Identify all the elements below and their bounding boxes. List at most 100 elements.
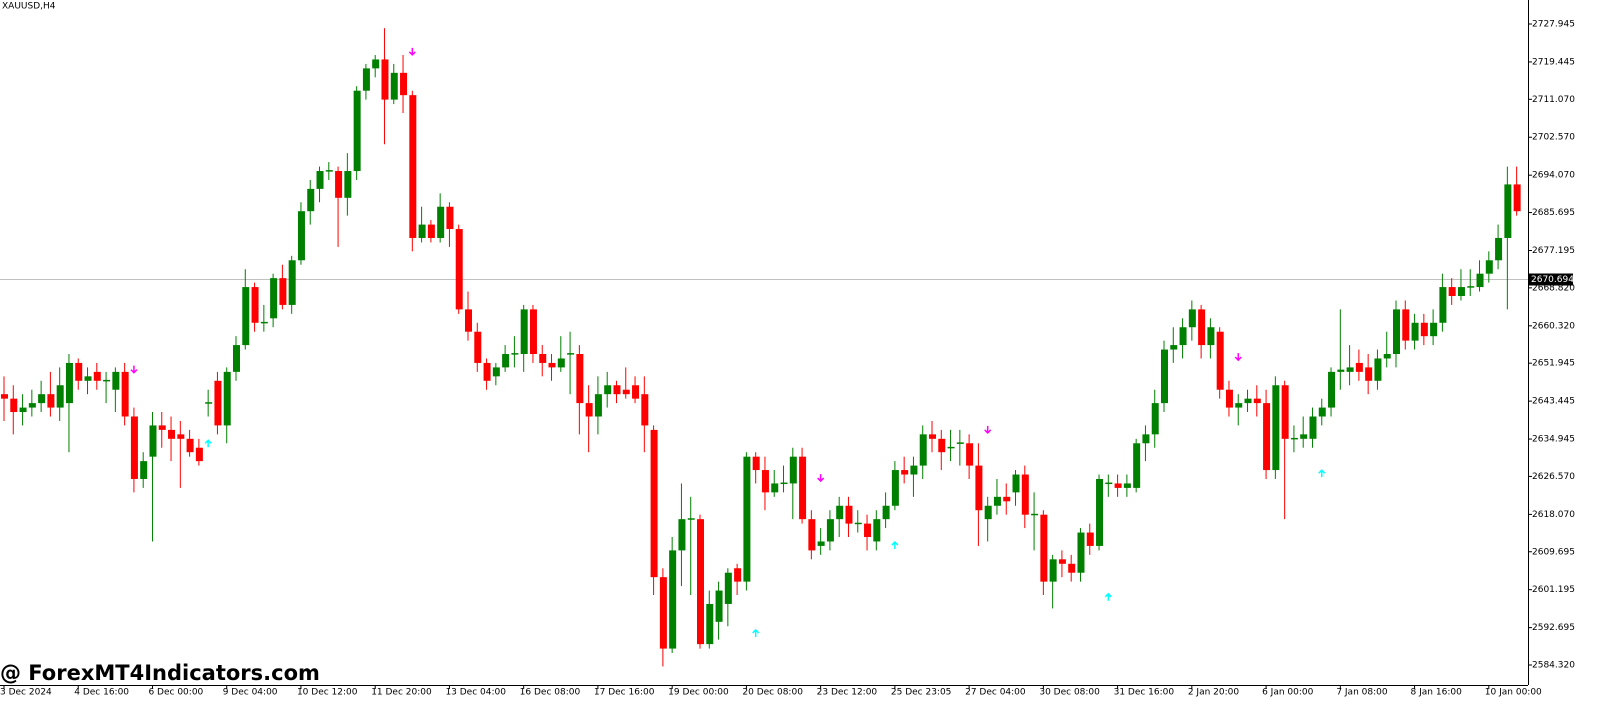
watermark: @ ForexMT4Indicators.com [0, 661, 320, 685]
x-tick-label: 3 Dec 2024 [0, 688, 52, 698]
buy-arrow [752, 628, 760, 637]
x-tick-label: 30 Dec 08:00 [1039, 688, 1100, 698]
candle-body [1096, 478, 1104, 546]
candle-body [93, 371, 101, 381]
candle-body [724, 572, 732, 604]
candle-body [1439, 287, 1447, 323]
candle-body [808, 519, 816, 551]
candle-body [1430, 322, 1438, 337]
sell-arrow [1234, 353, 1242, 362]
candle-body [632, 385, 640, 399]
candle-body [1058, 559, 1066, 564]
candle-body [1365, 367, 1373, 381]
x-tick-label: 4 Dec 16:00 [74, 688, 129, 698]
candle-body [260, 321, 268, 324]
candle-body [1513, 184, 1521, 212]
candle-body [752, 456, 760, 471]
candle-body [1504, 184, 1512, 238]
candle-body [1309, 416, 1317, 439]
candle-body [1198, 309, 1206, 346]
candle-body [910, 465, 918, 475]
y-tick-label: 2626.570 [1532, 472, 1575, 482]
buy-arrow [204, 439, 212, 448]
candle-body [1114, 483, 1122, 488]
x-tick-label: 2 Jan 20:00 [1188, 688, 1240, 698]
candle-body [205, 402, 213, 404]
y-tick-label: 2727.945 [1532, 19, 1575, 29]
candle-body [557, 358, 565, 368]
candle-body [678, 519, 686, 551]
candle-body [1216, 331, 1224, 390]
candle-body [19, 407, 27, 413]
candle-body [891, 470, 899, 506]
candle-body [130, 416, 138, 479]
candle-body [279, 278, 287, 305]
x-tick-label: 25 Dec 23:05 [891, 688, 952, 698]
candle-body [864, 523, 872, 538]
candle-body [28, 403, 36, 408]
candle-body [1402, 309, 1410, 341]
chart-title: XAUUSD,H4 [2, 2, 56, 12]
candle-body [233, 345, 240, 372]
candle-body [1253, 398, 1261, 404]
candle-body [585, 403, 593, 417]
candle-body [177, 434, 185, 439]
candle-body [437, 206, 445, 238]
candle-body [1068, 563, 1076, 573]
sell-arrow [130, 365, 138, 374]
candle-body [650, 429, 658, 578]
candle-body [1411, 322, 1419, 341]
candle-body [966, 443, 974, 466]
y-tick-label: 2694.070 [1532, 171, 1575, 181]
candle-body [103, 379, 111, 382]
candle-body [1207, 327, 1215, 346]
candle-body [1133, 443, 1141, 488]
x-tick-label: 6 Jan 00:00 [1262, 688, 1314, 698]
candle-body [1086, 532, 1094, 546]
sell-arrow [817, 474, 825, 483]
candle-body [1235, 403, 1243, 408]
candle-body [520, 309, 528, 355]
candle-body [362, 68, 370, 91]
candle-body [1393, 309, 1400, 355]
candle-body [492, 367, 500, 377]
x-tick-label: 23 Dec 12:00 [817, 688, 878, 698]
candle-body [641, 394, 649, 426]
candle-body [1123, 483, 1131, 488]
candle-body [38, 394, 46, 404]
candle-body [529, 309, 537, 355]
candle-body [502, 354, 510, 368]
candle-body [84, 376, 92, 381]
y-tick-label: 2609.695 [1532, 547, 1575, 557]
x-tick-label: 8 Jan 16:00 [1411, 688, 1463, 698]
candle-body [140, 461, 148, 479]
candle-body [975, 465, 983, 511]
candle-body [47, 394, 55, 408]
candle-body [919, 434, 927, 466]
candle-body [1290, 437, 1298, 440]
y-tick-label: 2592.695 [1532, 623, 1575, 633]
candle-body [446, 206, 454, 230]
candle-body [195, 447, 203, 462]
candle-body [1346, 367, 1354, 372]
candle-body [465, 309, 472, 332]
candle-body [1077, 532, 1085, 573]
x-tick-label: 6 Dec 00:00 [148, 688, 203, 698]
candle-body [1300, 434, 1308, 439]
candle-body [288, 260, 296, 305]
y-tick-label: 2634.945 [1532, 435, 1575, 445]
y-tick-label: 2702.570 [1532, 133, 1575, 143]
candle-body [789, 456, 797, 484]
candle-body [1495, 237, 1503, 261]
candle-body [659, 577, 667, 649]
candle-body [743, 456, 751, 582]
candle-body [353, 90, 361, 172]
candle-body [251, 287, 259, 323]
candle-body [1105, 482, 1113, 485]
candle-body [56, 385, 64, 408]
y-tick-label: 2677.195 [1532, 246, 1575, 256]
x-tick-label: 20 Dec 08:00 [742, 688, 803, 698]
candle-body [687, 518, 695, 520]
candle-body [400, 72, 408, 96]
